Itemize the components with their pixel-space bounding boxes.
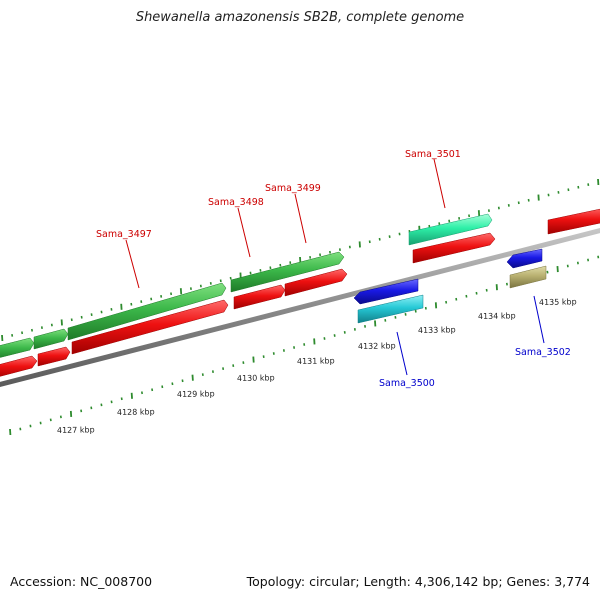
scale-labels: 4127 kbp 4128 kbp 4129 kbp 4130 kbp 4131… (57, 297, 577, 435)
gene-arrow-green[interactable] (230, 251, 345, 293)
scale-label-4127: 4127 kbp (57, 425, 95, 435)
scale-label-4132: 4132 kbp (358, 341, 396, 351)
gene-arrow-red[interactable] (0, 355, 38, 379)
scale-label-4134: 4134 kbp (478, 311, 516, 321)
label-leaders (125, 158, 545, 376)
gene-arrow-red[interactable] (412, 232, 496, 264)
gene-arrow-cyan[interactable] (357, 294, 424, 324)
gene-label-sama-3498[interactable]: Sama_3498 (208, 197, 264, 208)
gene-label-sama-3501[interactable]: Sama_3501 (405, 149, 461, 160)
gene-arrow-teal[interactable] (408, 213, 493, 246)
upper-tick-row (1, 178, 600, 342)
genome-backbone (0, 227, 600, 388)
gene-arrow-red[interactable] (284, 268, 348, 297)
topology-summary: Topology: circular; Length: 4,306,142 bp… (246, 574, 590, 589)
reverse-strand-track (353, 248, 547, 324)
gene-arrow-red[interactable] (547, 207, 600, 235)
gene-labels: Sama_3497 Sama_3498 Sama_3499 Sama_3501 … (96, 149, 571, 389)
scale-label-4130: 4130 kbp (237, 373, 275, 383)
leader-line (294, 193, 307, 244)
gene-arrow-blue[interactable] (506, 248, 543, 269)
leader-line (533, 295, 545, 344)
forward-strand-track (0, 232, 496, 379)
gene-label-sama-3502[interactable]: Sama_3502 (515, 347, 571, 358)
gene-arrow-blue[interactable] (353, 278, 419, 305)
gene-arrow-green[interactable] (0, 337, 35, 360)
leader-line (237, 207, 251, 258)
gene-arrow-red[interactable] (37, 346, 71, 367)
lower-tick-row (9, 255, 600, 436)
outer-feature-track (0, 207, 600, 360)
scale-label-4129: 4129 kbp (177, 389, 215, 399)
gene-arrow-olive[interactable] (509, 265, 547, 289)
leader-line (433, 158, 446, 209)
map-title: Shewanella amazonensis SB2B, complete ge… (135, 10, 465, 25)
gene-label-sama-3499[interactable]: Sama_3499 (265, 183, 321, 194)
scale-label-4135: 4135 kbp (539, 297, 577, 307)
scale-label-4128: 4128 kbp (117, 407, 155, 417)
accession-text: Accession: NC_008700 (10, 574, 153, 589)
gene-label-sama-3497[interactable]: Sama_3497 (96, 229, 152, 240)
scale-label-4133: 4133 kbp (418, 325, 456, 335)
leader-line (125, 239, 140, 289)
scale-label-4131: 4131 kbp (297, 356, 335, 366)
gene-arrow-green[interactable] (33, 328, 69, 350)
gene-arrow-green[interactable] (67, 282, 227, 341)
gene-arrow-red[interactable] (71, 299, 229, 355)
gene-label-sama-3500[interactable]: Sama_3500 (379, 378, 435, 389)
leader-line (396, 331, 408, 376)
gene-arrow-red[interactable] (233, 284, 286, 310)
